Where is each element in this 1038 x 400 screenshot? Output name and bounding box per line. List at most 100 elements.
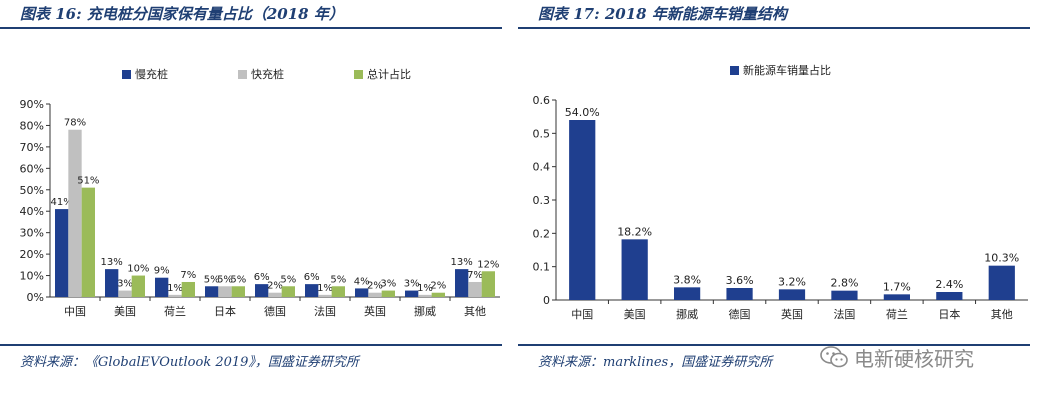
y-tick-label: 0 xyxy=(543,294,550,307)
bar xyxy=(218,286,232,297)
bar xyxy=(205,286,219,297)
data-label: 2% xyxy=(267,281,283,292)
data-label: 3.2% xyxy=(778,275,806,288)
data-label: 18.2% xyxy=(617,225,652,238)
source-note: 资料来源：《GlobalEVOutlook 2019》，国盛证券研究所 xyxy=(20,355,359,370)
y-tick-label: 40% xyxy=(20,205,44,218)
y-tick-label: 0.6 xyxy=(533,94,551,107)
x-tick-label: 美国 xyxy=(624,308,646,321)
x-tick-label: 日本 xyxy=(938,307,960,321)
x-tick-label: 荷兰 xyxy=(886,308,908,321)
bar xyxy=(726,288,753,300)
legend-swatch xyxy=(238,70,247,79)
x-tick-label: 荷兰 xyxy=(164,305,186,318)
bar xyxy=(81,187,95,297)
chart-title: 图表 17: 2018 年新能源车销量结构 xyxy=(538,5,787,23)
bar xyxy=(778,289,806,300)
y-tick-label: 50% xyxy=(20,184,44,197)
data-label: 2.4% xyxy=(935,278,963,291)
y-tick-label: 0.1 xyxy=(533,261,551,274)
y-tick-label: 0.2 xyxy=(533,227,551,240)
x-tick-label: 日本 xyxy=(214,304,236,318)
bar xyxy=(231,286,245,297)
title-divider xyxy=(0,27,502,29)
bar xyxy=(181,281,195,297)
data-label: 3.8% xyxy=(673,273,701,286)
data-label: 6% xyxy=(254,272,270,283)
bar xyxy=(131,275,145,297)
y-tick-label: 90% xyxy=(20,98,44,111)
data-label: 2% xyxy=(430,281,446,292)
data-label: 13% xyxy=(451,257,473,268)
data-label: 5% xyxy=(217,274,233,285)
data-label: 5% xyxy=(204,274,220,285)
data-label: 1% xyxy=(317,283,333,294)
bar xyxy=(381,290,395,297)
y-tick-label: 70% xyxy=(20,141,44,154)
data-label: 51% xyxy=(77,176,99,187)
bar xyxy=(305,284,319,297)
bar xyxy=(331,286,345,297)
bar xyxy=(318,294,332,297)
title-divider xyxy=(518,27,1030,29)
bar-chart-charging-piles: 慢充桩 快充桩 总计占比 0% 10% 20% 30% 40% 50% 60% 70% 80% 90% 中… xyxy=(20,67,500,318)
source-divider xyxy=(518,344,1030,346)
data-label: 54.0% xyxy=(565,106,600,119)
x-tick-label: 美国 xyxy=(114,305,136,318)
bar xyxy=(368,292,382,297)
bar xyxy=(883,294,910,300)
y-tick-label: 10% xyxy=(20,270,44,283)
bar xyxy=(255,284,269,297)
data-label: 5% xyxy=(330,274,346,285)
bar xyxy=(168,294,182,297)
data-label: 1% xyxy=(167,283,183,294)
bar xyxy=(569,120,596,300)
x-tick-label: 英国 xyxy=(781,307,803,321)
data-label: 2% xyxy=(367,281,383,292)
source-divider xyxy=(0,344,502,346)
y-tick-label: 20% xyxy=(20,248,44,261)
x-tick-label: 挪威 xyxy=(676,307,698,321)
legend-label: 新能源车销量占比 xyxy=(743,63,831,77)
x-tick-label: 其他 xyxy=(991,308,1013,321)
y-tick-label: 0.3 xyxy=(533,194,551,207)
bar xyxy=(105,269,119,297)
data-label: 3% xyxy=(117,279,133,290)
bar xyxy=(988,265,1015,300)
legend-swatch xyxy=(122,70,131,79)
bar xyxy=(68,129,82,297)
bar xyxy=(431,292,445,297)
data-label: 9% xyxy=(154,266,170,277)
legend-label: 总计占比 xyxy=(367,67,411,81)
watermark-text: 电新硬核研究 xyxy=(854,346,974,371)
data-label: 7% xyxy=(180,270,196,281)
chart-panel-ev-sales: 图表 17: 2018 年新能源车销量结构 新能源车销量占比 0 0.1 0.2 0.3… xyxy=(518,0,1038,400)
data-label: 13% xyxy=(101,257,123,268)
data-label: 12% xyxy=(477,259,499,270)
data-label: 1.7% xyxy=(883,280,911,293)
x-tick-label: 挪威 xyxy=(414,304,436,318)
data-label: 10.3% xyxy=(984,252,1019,265)
data-label: 6% xyxy=(304,272,320,283)
x-tick-label: 德国 xyxy=(264,304,286,318)
bar-chart-ev-sales: 新能源车销量占比 0 0.1 0.2 0.3 0.4 0.5 0.6 中国 54.0% 美国 18.2… xyxy=(533,63,1028,321)
data-label: 41% xyxy=(51,197,73,208)
bar xyxy=(418,294,432,297)
watermark: 电新硬核研究 xyxy=(820,342,974,372)
data-label: 2.8% xyxy=(830,277,858,290)
bar xyxy=(118,290,132,297)
legend-swatch xyxy=(730,66,739,75)
data-label: 10% xyxy=(127,264,149,275)
bar xyxy=(155,277,169,297)
bar xyxy=(268,292,282,297)
x-tick-label: 中国 xyxy=(571,308,593,321)
bar xyxy=(621,239,648,300)
bar xyxy=(455,269,469,297)
data-label: 7% xyxy=(467,270,483,281)
y-tick-label: 0% xyxy=(27,291,44,304)
x-tick-label: 其他 xyxy=(464,305,486,318)
y-tick-label: 80% xyxy=(20,119,44,132)
y-tick-label: 0.4 xyxy=(533,161,551,174)
data-label: 3% xyxy=(404,279,420,290)
y-tick-label: 30% xyxy=(20,227,44,240)
